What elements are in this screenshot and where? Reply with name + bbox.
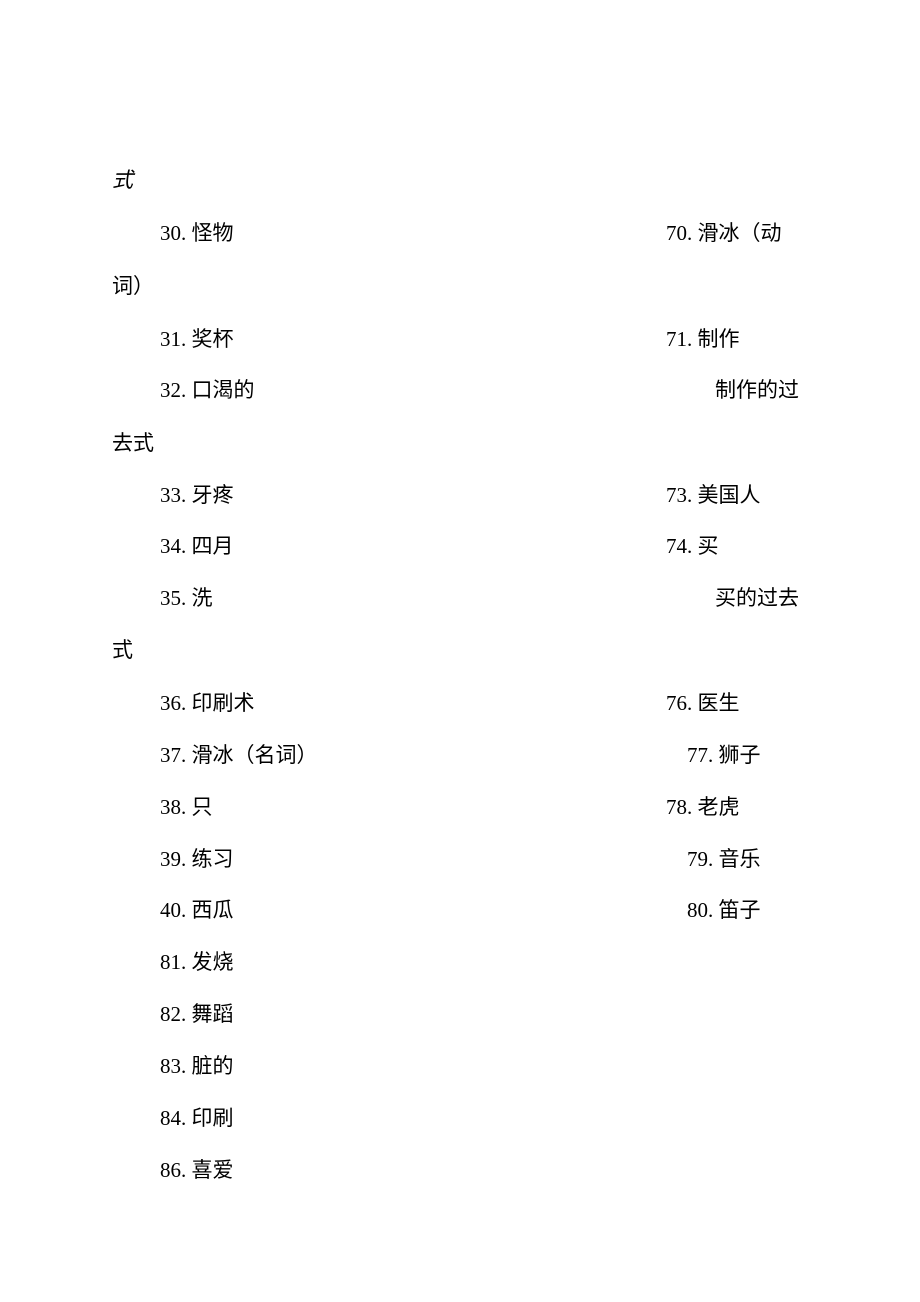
text-line-20: 38. 只	[160, 797, 213, 818]
text-line-22: 39. 练习	[160, 849, 234, 870]
text-line-24: 40. 西瓜	[160, 900, 234, 921]
text-line-6: 32. 口渴的	[160, 380, 255, 401]
text-line-8: 去式	[112, 433, 154, 454]
text-line-29: 84. 印刷	[160, 1108, 234, 1129]
text-line-27: 82. 舞蹈	[160, 1004, 234, 1025]
text-line-30: 86. 喜爱	[160, 1160, 234, 1181]
text-line-26: 81. 发烧	[160, 952, 234, 973]
text-line-1: 30. 怪物	[160, 223, 234, 244]
text-line-4: 31. 奖杯	[160, 329, 234, 350]
text-line-2: 70. 滑冰（动	[666, 223, 782, 244]
text-line-19: 77. 狮子	[687, 745, 761, 766]
text-line-7: 制作的过	[715, 380, 799, 401]
text-line-25: 80. 笛子	[687, 900, 761, 921]
text-line-23: 79. 音乐	[687, 849, 761, 870]
text-line-16: 36. 印刷术	[160, 693, 255, 714]
text-line-15: 式	[112, 640, 133, 661]
text-line-13: 35. 洗	[160, 588, 213, 609]
text-line-3: 词）	[112, 276, 154, 297]
text-line-11: 34. 四月	[160, 536, 234, 557]
text-line-12: 74. 买	[666, 536, 719, 557]
text-line-9: 33. 牙疼	[160, 485, 234, 506]
text-line-10: 73. 美国人	[666, 485, 761, 506]
text-line-0: 式	[112, 170, 133, 191]
text-line-28: 83. 脏的	[160, 1056, 234, 1077]
text-line-5: 71. 制作	[666, 329, 740, 350]
text-line-14: 买的过去	[715, 588, 799, 609]
text-line-18: 37. 滑冰（名词）	[160, 745, 318, 766]
text-line-21: 78. 老虎	[666, 797, 740, 818]
text-line-17: 76. 医生	[666, 693, 740, 714]
